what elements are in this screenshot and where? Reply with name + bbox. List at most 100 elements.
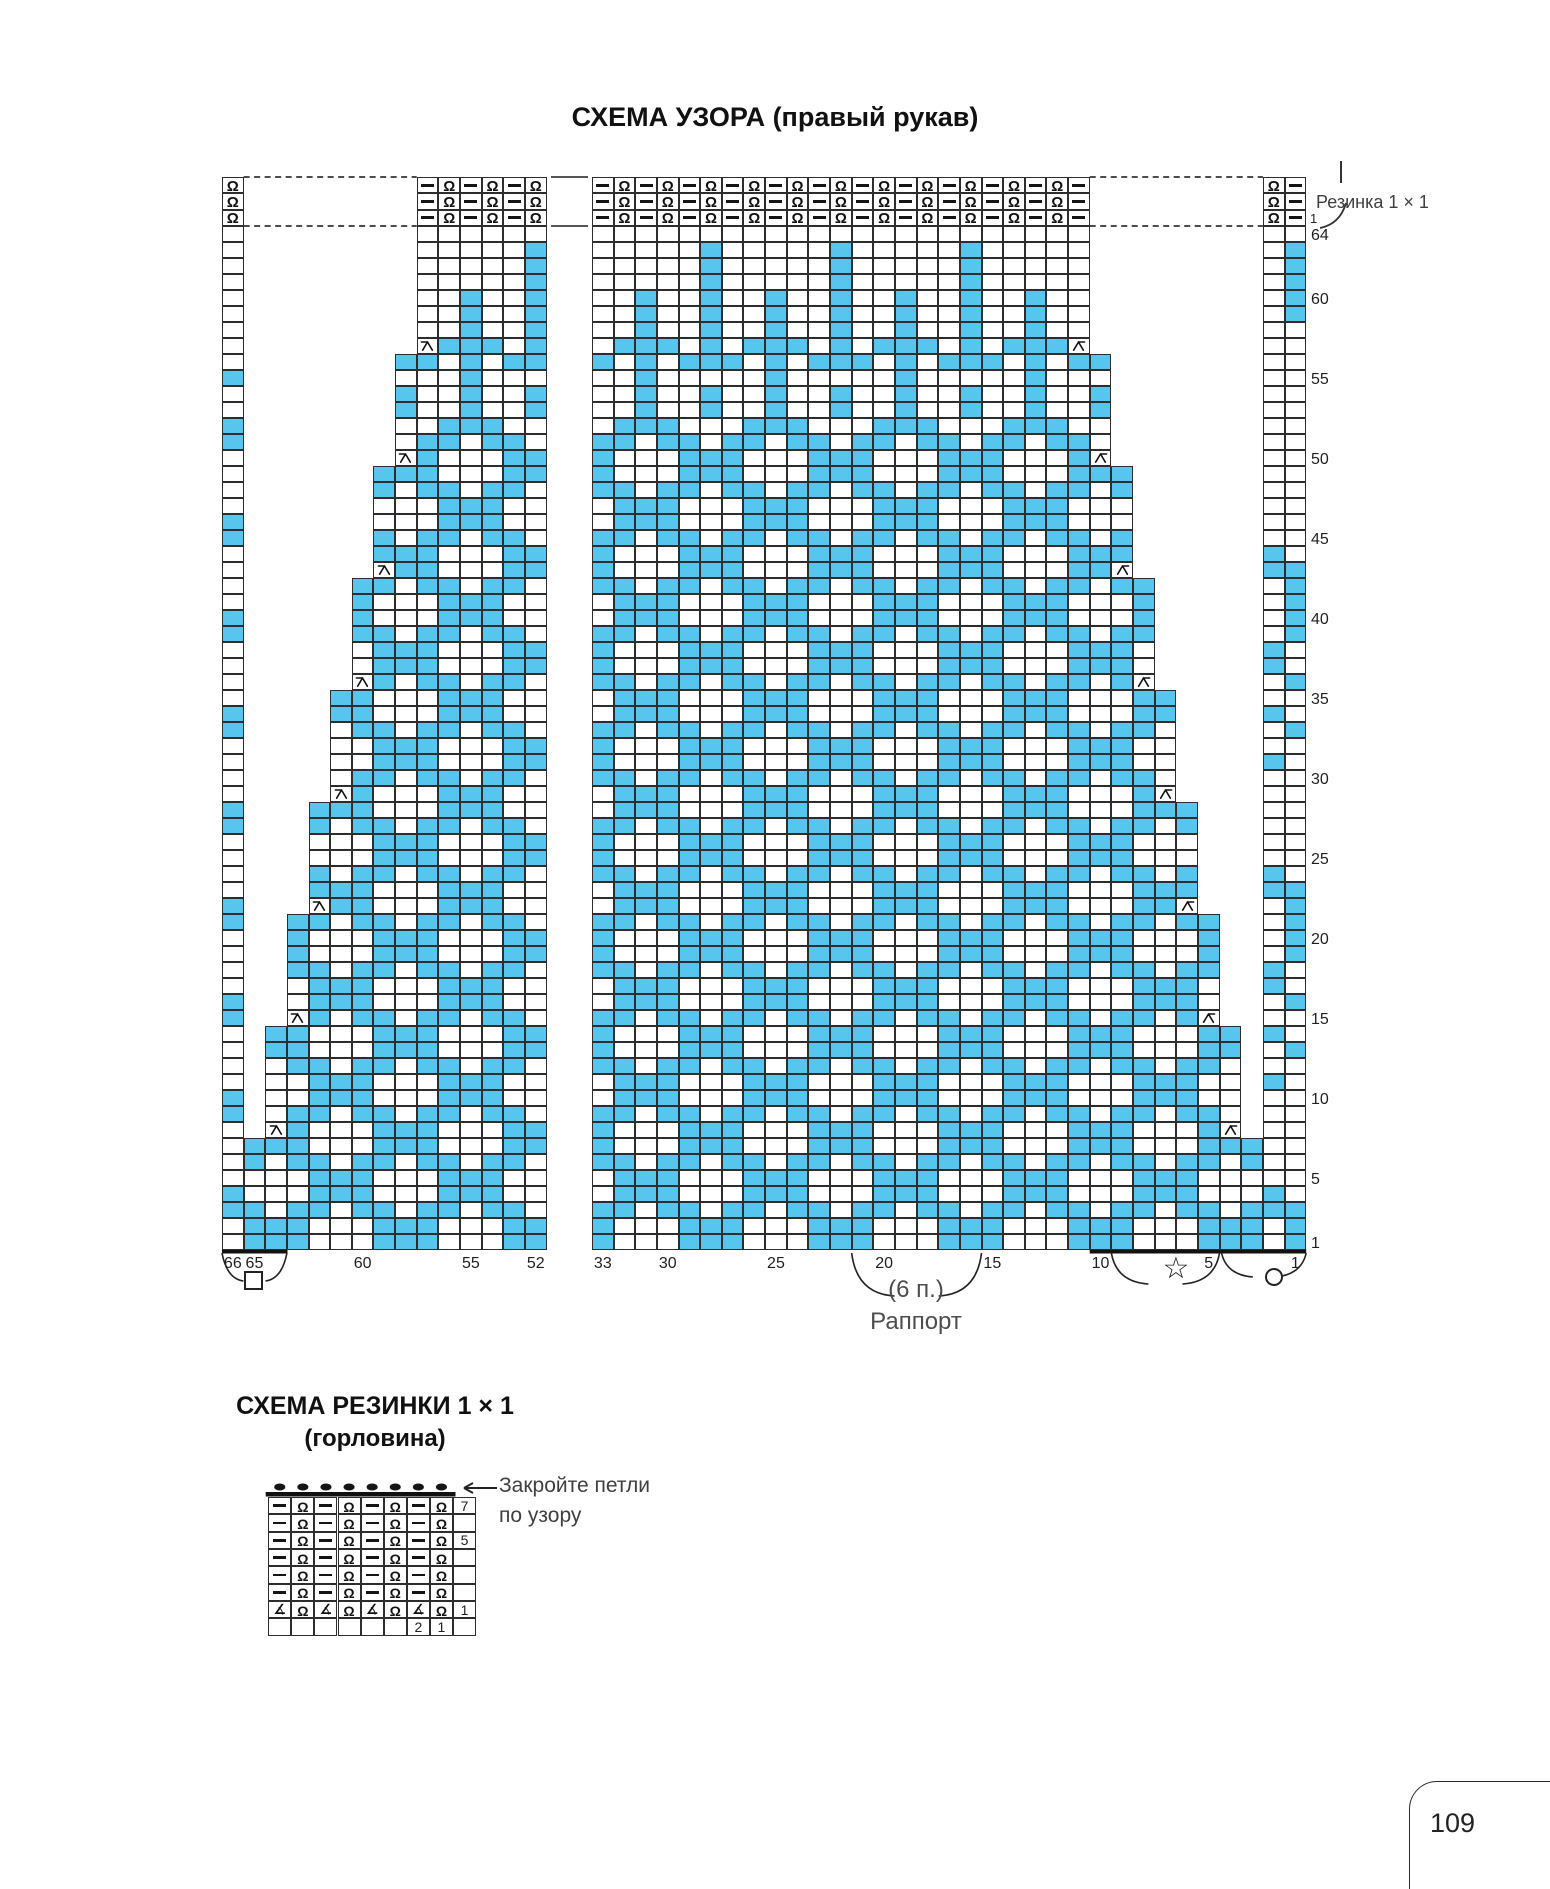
pattern-cell — [808, 226, 831, 242]
pattern-cell — [830, 242, 852, 258]
rib-cell: Ω — [1046, 209, 1069, 226]
purl-dash-icon — [1288, 216, 1302, 220]
knit-tbl-icon: Ω — [1267, 194, 1280, 211]
knit-tbl-icon: Ω — [389, 1550, 401, 1567]
pattern-cell — [873, 242, 895, 258]
purl-dash-icon — [682, 216, 696, 220]
small-chart-cell — [406, 1549, 430, 1567]
pattern-cell — [416, 242, 439, 258]
knit-tbl-icon: Ω — [661, 177, 674, 195]
purl-dash-icon — [411, 1539, 425, 1542]
rib-cell — [981, 209, 1004, 226]
small-chart-cell — [360, 1583, 384, 1602]
small-chart-cell — [268, 1531, 292, 1550]
knit-tbl-icon: Ω — [834, 177, 847, 195]
annotation-line — [1220, 1252, 1253, 1278]
slip-stitch-icon: ∡ — [319, 1601, 333, 1618]
pattern-cell — [1024, 274, 1047, 290]
pattern-cell — [743, 242, 766, 258]
purl-dash-icon — [411, 1591, 425, 1594]
purl-dash-icon — [639, 183, 653, 187]
pattern-cell — [613, 290, 636, 306]
rib-cell — [416, 193, 439, 210]
pattern-cell — [786, 258, 809, 274]
small-chart-col-label: 2 — [406, 1618, 430, 1637]
annotation-line — [1182, 1252, 1221, 1285]
purl-dash-icon — [365, 1539, 379, 1542]
pattern-cell — [460, 290, 482, 306]
small-chart-cell: ∡ — [268, 1601, 292, 1619]
small-chart-row-label: 1 — [453, 1601, 477, 1619]
pattern-cell — [1046, 226, 1069, 242]
rib-cell: Ω — [700, 177, 722, 194]
knit-tbl-icon: Ω — [435, 1550, 448, 1567]
pattern-cell — [830, 258, 852, 274]
pattern-cell — [721, 274, 744, 290]
page-number-box: 109 — [1409, 1781, 1550, 1889]
pattern-cell — [873, 226, 895, 242]
pattern-cell — [765, 258, 787, 274]
bind-off-dot-icon — [366, 1483, 378, 1491]
pattern-cell — [524, 226, 547, 242]
knit-tbl-icon: Ω — [435, 1498, 448, 1515]
bind-off-dot-icon — [412, 1483, 424, 1491]
small-chart-cell: Ω — [383, 1566, 407, 1584]
pattern-cell — [678, 242, 701, 258]
knit-tbl-icon: Ω — [343, 1498, 355, 1515]
purl-dash-icon — [1288, 183, 1302, 187]
pattern-cell — [1262, 274, 1285, 290]
pattern-cell — [481, 242, 504, 258]
pattern-cell — [1046, 242, 1069, 258]
pattern-cell — [1284, 242, 1307, 258]
rib-cell — [460, 193, 482, 210]
pattern-cell — [524, 258, 547, 274]
small-chart-cell: Ω — [291, 1514, 315, 1532]
purl-dash-icon — [1072, 183, 1086, 187]
knit-tbl-icon: Ω — [343, 1602, 355, 1619]
pattern-cell — [916, 226, 939, 242]
rib-cell: Ω — [656, 209, 679, 226]
rib-cell: Ω — [830, 177, 852, 195]
rib-cell: Ω — [959, 209, 982, 226]
annotation-line — [850, 1252, 895, 1297]
rib-cell: Ω — [438, 209, 461, 226]
purl-dash-icon — [682, 183, 696, 187]
annotation-line — [221, 1252, 244, 1282]
rib-cell — [1284, 209, 1307, 226]
small-chart-cell — [314, 1566, 338, 1584]
pattern-cell — [503, 226, 525, 242]
purl-dash-icon — [769, 183, 783, 187]
pattern-cell — [460, 274, 482, 290]
small-chart-cell: Ω — [291, 1601, 315, 1619]
rib-cell — [678, 193, 701, 210]
knit-tbl-icon: Ω — [486, 177, 499, 195]
pattern-cell — [222, 290, 244, 306]
small-chart-cell: Ω — [383, 1514, 407, 1532]
thick-bar — [1089, 1249, 1307, 1254]
small-chart-cell: Ω — [383, 1531, 407, 1550]
knit-tbl-icon: Ω — [297, 1568, 309, 1585]
pattern-cell — [592, 274, 614, 290]
small-chart-row-label — [453, 1566, 477, 1584]
knit-tbl-icon: Ω — [297, 1550, 309, 1567]
pattern-cell — [1024, 226, 1047, 242]
pattern-cell — [851, 274, 874, 290]
pattern-cell — [460, 258, 482, 274]
knit-tbl-icon: Ω — [389, 1498, 401, 1515]
knit-tbl-icon: Ω — [921, 194, 934, 211]
small-chart-col-label — [268, 1618, 292, 1637]
pattern-cell — [938, 242, 960, 258]
knit-tbl-icon: Ω — [435, 1602, 448, 1619]
pattern-cell — [938, 226, 960, 242]
pattern-cell — [830, 226, 852, 242]
purl-dash-icon — [726, 200, 740, 203]
pattern-cell — [981, 242, 1004, 258]
pattern-cell — [851, 258, 874, 274]
pattern-cell — [524, 242, 547, 258]
pattern-cell — [721, 226, 744, 242]
purl-dash-icon — [365, 1591, 379, 1594]
small-chart-cell — [360, 1531, 384, 1550]
rib-cell — [1068, 209, 1090, 226]
rib-cell: Ω — [438, 193, 461, 210]
